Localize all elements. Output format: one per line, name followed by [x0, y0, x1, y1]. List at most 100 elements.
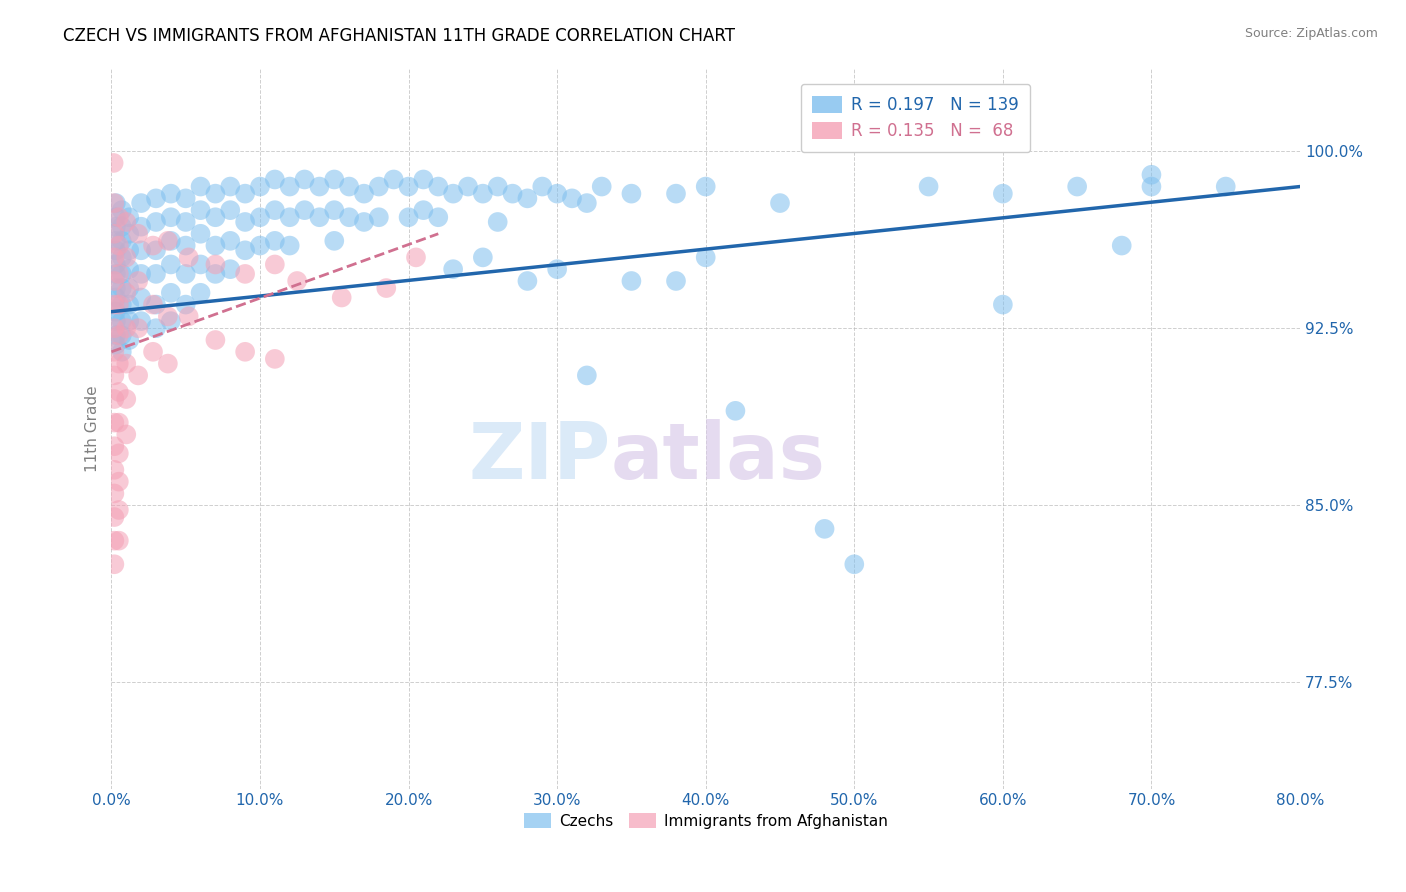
Point	[108, 328, 131, 343]
Point	[190, 257, 212, 271]
Point	[174, 191, 197, 205]
Point	[129, 244, 152, 258]
Point	[127, 274, 149, 288]
Point	[219, 262, 242, 277]
Point	[204, 238, 226, 252]
Point	[160, 285, 183, 300]
Point	[129, 314, 152, 328]
Point	[103, 486, 125, 500]
Point	[115, 392, 138, 406]
Point	[471, 251, 494, 265]
Point	[516, 274, 538, 288]
Point	[502, 186, 524, 201]
Point	[441, 186, 464, 201]
Point	[177, 251, 200, 265]
Point	[118, 227, 141, 241]
Point	[382, 172, 405, 186]
Point	[118, 281, 141, 295]
Point	[471, 186, 494, 201]
Point	[516, 191, 538, 205]
Point	[108, 503, 131, 517]
Point	[115, 427, 138, 442]
Point	[104, 267, 127, 281]
Point	[145, 297, 167, 311]
Point	[278, 238, 301, 252]
Point	[115, 321, 138, 335]
Point	[233, 267, 256, 281]
Point	[103, 510, 125, 524]
Point	[156, 310, 179, 324]
Point	[111, 219, 134, 234]
Point	[249, 238, 271, 252]
Point	[1111, 238, 1133, 252]
Point	[546, 186, 568, 201]
Point	[561, 191, 583, 205]
Point	[190, 203, 212, 218]
Point	[104, 196, 127, 211]
Point	[103, 321, 125, 335]
Point	[103, 533, 125, 548]
Point	[142, 297, 165, 311]
Point	[486, 215, 509, 229]
Text: ZIP: ZIP	[468, 419, 610, 495]
Point	[1066, 179, 1088, 194]
Point	[575, 368, 598, 383]
Point	[104, 281, 127, 295]
Point	[294, 203, 316, 218]
Point	[219, 234, 242, 248]
Point	[103, 274, 125, 288]
Point	[219, 203, 242, 218]
Point	[108, 238, 131, 252]
Point	[118, 262, 141, 277]
Point	[118, 244, 141, 258]
Point	[323, 172, 346, 186]
Point	[263, 351, 285, 366]
Point	[174, 238, 197, 252]
Point	[695, 251, 717, 265]
Point	[142, 344, 165, 359]
Point	[278, 179, 301, 194]
Point	[412, 172, 434, 186]
Point	[249, 211, 271, 225]
Point	[405, 251, 427, 265]
Point	[103, 368, 125, 383]
Point	[104, 219, 127, 234]
Point	[177, 310, 200, 324]
Point	[575, 196, 598, 211]
Point	[330, 291, 353, 305]
Point	[104, 257, 127, 271]
Point	[204, 186, 226, 201]
Point	[991, 186, 1014, 201]
Point	[294, 172, 316, 186]
Point	[104, 244, 127, 258]
Point	[108, 446, 131, 460]
Point	[308, 179, 330, 194]
Point	[190, 285, 212, 300]
Point	[111, 251, 134, 265]
Point	[190, 227, 212, 241]
Point	[103, 251, 125, 265]
Point	[145, 191, 167, 205]
Point	[118, 314, 141, 328]
Point	[769, 196, 792, 211]
Point	[174, 297, 197, 311]
Point	[204, 333, 226, 347]
Point	[457, 179, 479, 194]
Point	[104, 314, 127, 328]
Text: Source: ZipAtlas.com: Source: ZipAtlas.com	[1244, 27, 1378, 40]
Text: atlas: atlas	[610, 419, 825, 495]
Point	[174, 267, 197, 281]
Point	[111, 203, 134, 218]
Point	[233, 344, 256, 359]
Point	[531, 179, 554, 194]
Point	[263, 234, 285, 248]
Point	[323, 234, 346, 248]
Point	[104, 328, 127, 343]
Point	[103, 558, 125, 572]
Point	[111, 281, 134, 295]
Point	[190, 179, 212, 194]
Point	[108, 211, 131, 225]
Point	[103, 297, 125, 311]
Point	[249, 179, 271, 194]
Point	[367, 179, 389, 194]
